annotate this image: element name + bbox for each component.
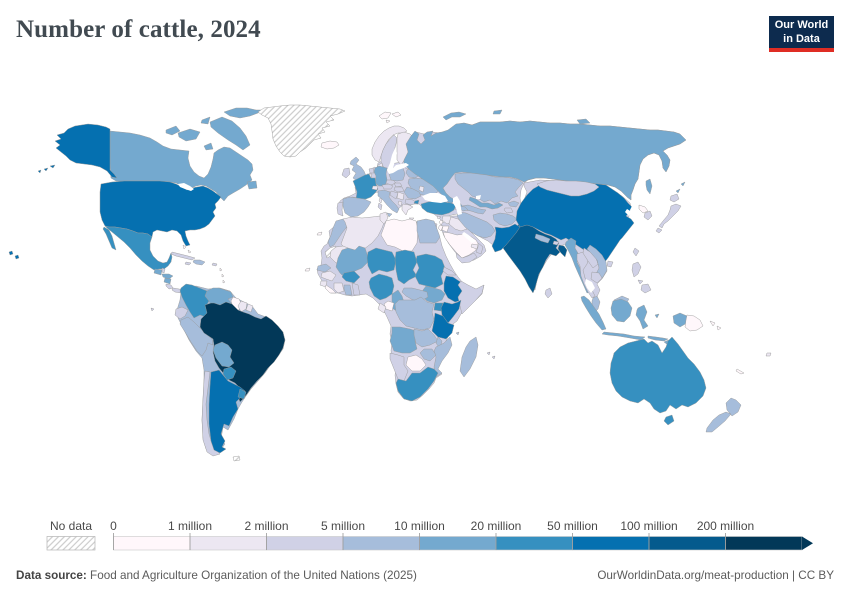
svg-text:5 million: 5 million	[321, 519, 365, 533]
svg-text:100 million: 100 million	[620, 519, 677, 533]
svg-text:200 million: 200 million	[697, 519, 754, 533]
svg-text:No data: No data	[50, 519, 92, 533]
svg-text:10 million: 10 million	[394, 519, 445, 533]
svg-text:50 million: 50 million	[547, 519, 598, 533]
svg-text:20 million: 20 million	[471, 519, 522, 533]
svg-text:2 million: 2 million	[244, 519, 288, 533]
svg-text:0: 0	[110, 519, 117, 533]
svg-text:1 million: 1 million	[168, 519, 212, 533]
